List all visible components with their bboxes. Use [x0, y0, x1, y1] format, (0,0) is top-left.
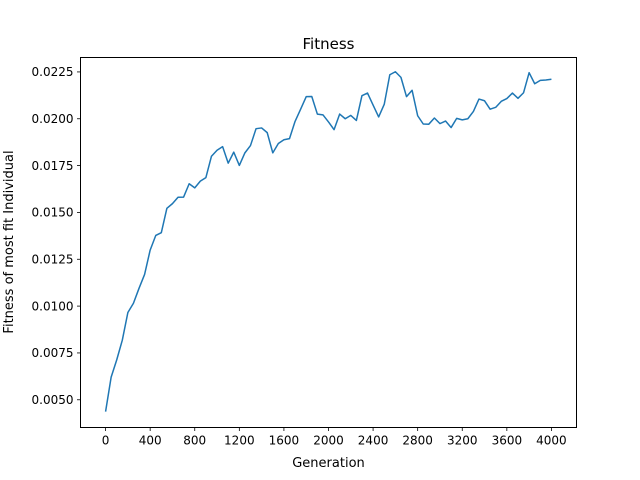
y-tick-label: 0.0150 — [32, 206, 74, 220]
x-tick-label: 400 — [139, 434, 162, 448]
x-tick-label: 0 — [102, 434, 110, 448]
y-tick-label: 0.0125 — [32, 253, 74, 267]
x-tick-label: 4000 — [536, 434, 567, 448]
series-line-0 — [104, 70, 552, 412]
chart-title: Fitness — [303, 35, 355, 53]
x-tick-label: 1600 — [269, 434, 300, 448]
x-axis-ticks: 0 400 800 1200 1600 2000 2400 2800 3200 3600 4000 — [102, 427, 567, 448]
x-tick-label: 3600 — [492, 434, 523, 448]
y-axis-label: Fitness of most fit Individual — [2, 150, 17, 333]
y-tick-label: 0.0200 — [32, 112, 74, 126]
x-axis-label: Generation — [292, 456, 365, 471]
x-tick-label: 1200 — [224, 434, 255, 448]
x-tick-label: 2000 — [313, 434, 344, 448]
x-tick-label: 2800 — [402, 434, 433, 448]
y-tick-label: 0.0075 — [32, 346, 74, 360]
axes-frame — [80, 57, 577, 428]
y-axis-ticks: 0.0050 0.0075 0.0100 0.0125 0.0150 0.0175 0.02… — [32, 65, 81, 407]
y-tick-label: 0.0175 — [32, 159, 74, 173]
x-tick-label: 3200 — [447, 434, 478, 448]
y-tick-label: 0.0225 — [32, 65, 74, 79]
y-tick-label: 0.0050 — [32, 393, 74, 407]
x-tick-label: 800 — [183, 434, 206, 448]
plot-area — [104, 70, 552, 412]
x-tick-label: 2400 — [358, 434, 389, 448]
y-tick-label: 0.0100 — [32, 299, 74, 313]
